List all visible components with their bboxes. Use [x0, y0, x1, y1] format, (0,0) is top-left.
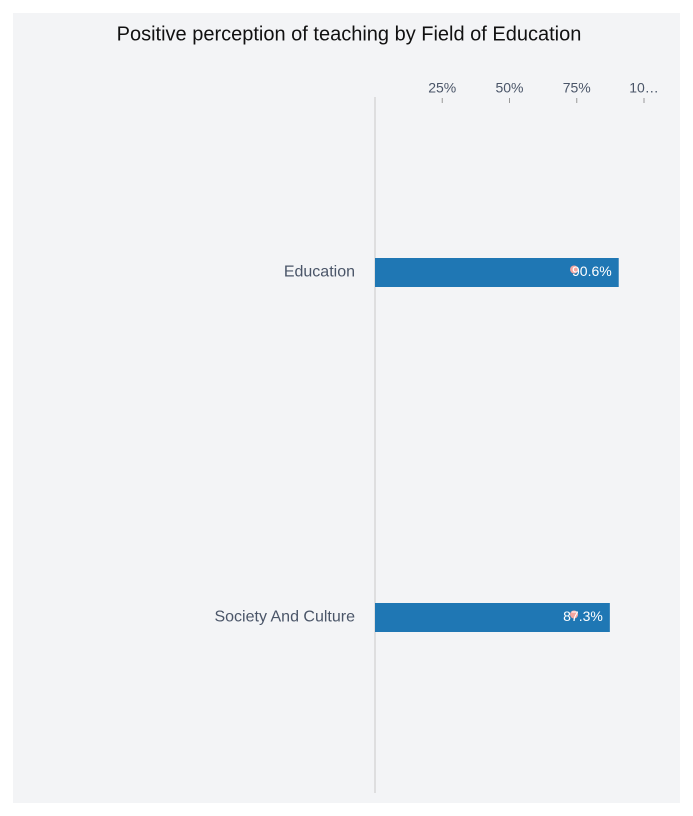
x-tick-label: 50% — [495, 80, 523, 96]
data-label: 87.3% — [563, 608, 603, 624]
x-tick-label: 75% — [563, 80, 591, 96]
x-tick-label: 25% — [428, 80, 456, 96]
y-tick-label: Education — [284, 264, 355, 281]
chart-title: Positive perception of teaching by Field… — [117, 23, 582, 45]
marker — [570, 265, 579, 274]
bar — [375, 258, 619, 287]
data-label: 90.6% — [572, 263, 612, 279]
x-tick-label: 10… — [629, 80, 659, 96]
marker — [570, 610, 579, 619]
chart-background — [13, 13, 680, 803]
y-tick-label: Society And Culture — [214, 609, 355, 626]
bar — [375, 603, 610, 632]
